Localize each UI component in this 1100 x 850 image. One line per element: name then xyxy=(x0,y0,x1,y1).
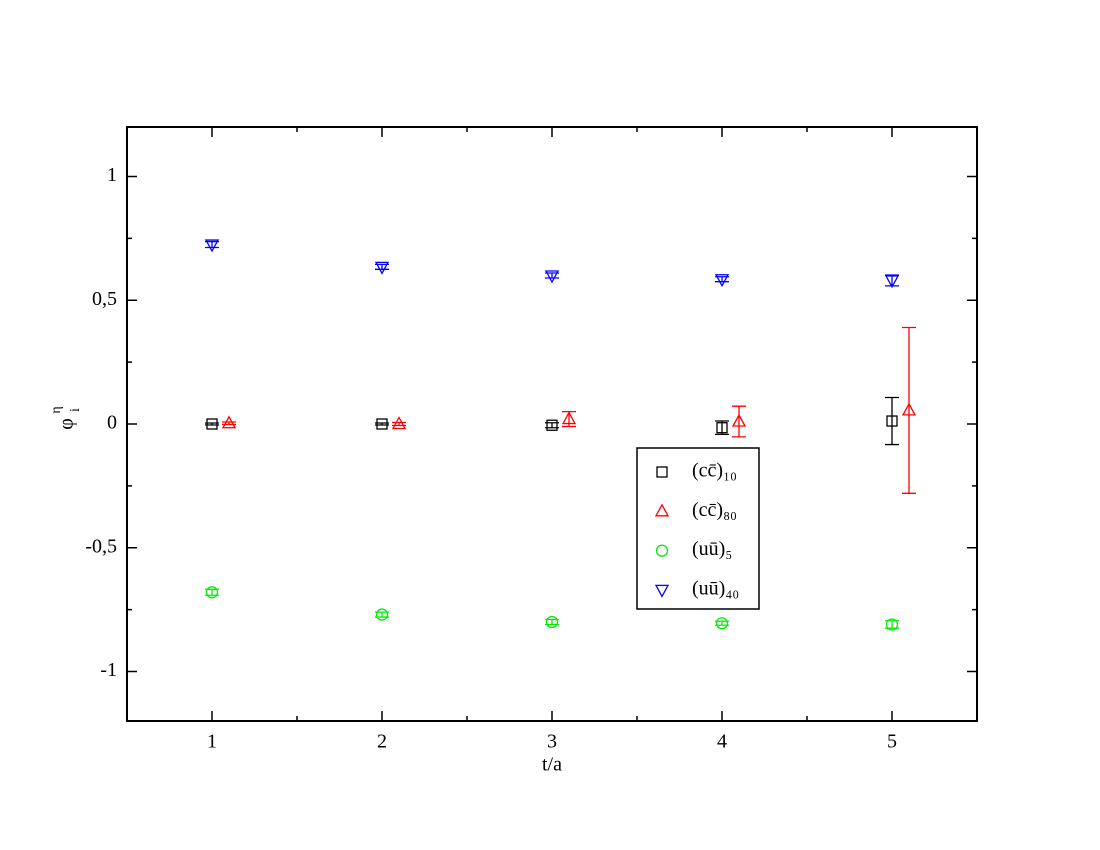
y-label-sub: i xyxy=(68,408,83,412)
y-axis-label: φ i η xyxy=(49,406,83,429)
error-bar xyxy=(392,421,406,427)
marker xyxy=(886,415,898,427)
error-bar xyxy=(732,405,746,438)
marker xyxy=(375,608,389,621)
marker xyxy=(731,413,747,427)
legend-label: (cc̄)₈₀ xyxy=(692,499,737,521)
marker xyxy=(715,617,729,630)
marker xyxy=(544,270,560,284)
y-label-sup: η xyxy=(49,406,64,413)
marker xyxy=(561,411,577,425)
legend-marker xyxy=(654,503,670,517)
y-tick-label: 0,5 xyxy=(92,288,117,310)
x-tick-label: 2 xyxy=(377,731,387,753)
marker xyxy=(546,419,558,431)
marker xyxy=(716,422,728,434)
x-axis-label: t/a xyxy=(542,754,562,776)
y-tick-label: 0 xyxy=(107,412,117,434)
x-tick-label: 3 xyxy=(547,731,557,753)
legend-label: (uū)₄₀ xyxy=(692,577,739,599)
x-tick-label: 5 xyxy=(887,731,897,753)
marker xyxy=(221,415,237,429)
x-tick-label: 1 xyxy=(207,731,217,753)
marker xyxy=(376,418,388,430)
error-bar xyxy=(885,396,899,446)
marker xyxy=(901,402,917,416)
y-tick-label: -0,5 xyxy=(85,535,117,557)
legend-marker xyxy=(654,584,670,598)
x-tick-label: 4 xyxy=(717,731,727,753)
error-bar xyxy=(222,421,236,426)
y-label-symbol: φ xyxy=(56,418,78,430)
y-tick-label: 1 xyxy=(107,164,117,186)
legend-label: (uū)₅ xyxy=(692,538,732,560)
legend-marker xyxy=(656,466,668,478)
legend-marker xyxy=(655,544,669,557)
marker xyxy=(885,618,899,631)
marker xyxy=(884,275,900,289)
legend-label: (cc̄)₁₀ xyxy=(692,460,737,482)
marker xyxy=(714,274,730,288)
y-tick-label: -1 xyxy=(100,659,117,681)
marker xyxy=(206,418,218,430)
marker xyxy=(391,416,407,430)
marker xyxy=(545,615,559,629)
marker xyxy=(205,586,219,599)
marker xyxy=(374,261,390,275)
error-bar xyxy=(902,326,916,494)
marker xyxy=(204,239,220,253)
